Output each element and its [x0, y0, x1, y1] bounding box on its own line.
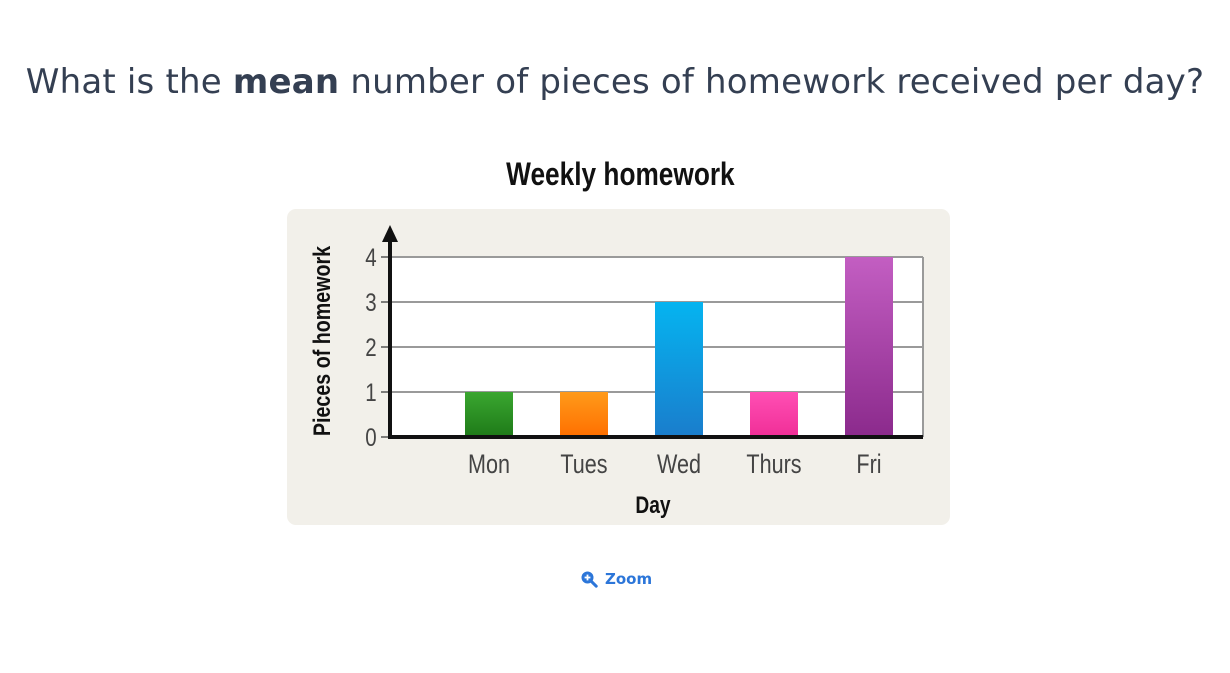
x-tick-label: Fri	[856, 450, 881, 480]
bar-fri	[845, 257, 893, 437]
chart-title: Weekly homework	[506, 156, 735, 192]
question-emphasis: mean	[232, 62, 340, 102]
bar-chart: 0 1 2 3 4 Mon Tues Wed Thurs Fri Day Pieces of home…	[308, 225, 924, 519]
y-tick-label: 3	[365, 288, 376, 316]
x-axis-title: Day	[635, 491, 670, 519]
y-tick-label: 0	[365, 423, 376, 451]
x-tick-label: Mon	[468, 450, 510, 480]
x-tick-label: Thurs	[746, 450, 801, 480]
question-after: number of pieces of homework received pe…	[339, 62, 1205, 102]
x-tick-label: Wed	[657, 450, 701, 480]
question-before: What is the	[25, 62, 233, 102]
y-axis-title: Pieces of homework	[308, 245, 335, 436]
zoom-label: Zoom	[605, 570, 653, 588]
bar-tues	[560, 392, 608, 437]
question-text: What is the mean number of pieces of hom…	[0, 62, 1230, 102]
y-tick-label: 2	[365, 333, 376, 361]
zoom-in-icon	[581, 571, 598, 588]
y-axis-arrow	[382, 225, 398, 242]
x-tick-label: Tues	[560, 450, 607, 480]
bar-wed	[655, 302, 703, 437]
y-tick-label: 4	[365, 243, 377, 271]
zoom-button[interactable]: Zoom	[580, 568, 652, 590]
bar-thurs	[750, 392, 798, 437]
bar-mon	[465, 392, 513, 437]
y-tick-label: 1	[365, 378, 376, 406]
